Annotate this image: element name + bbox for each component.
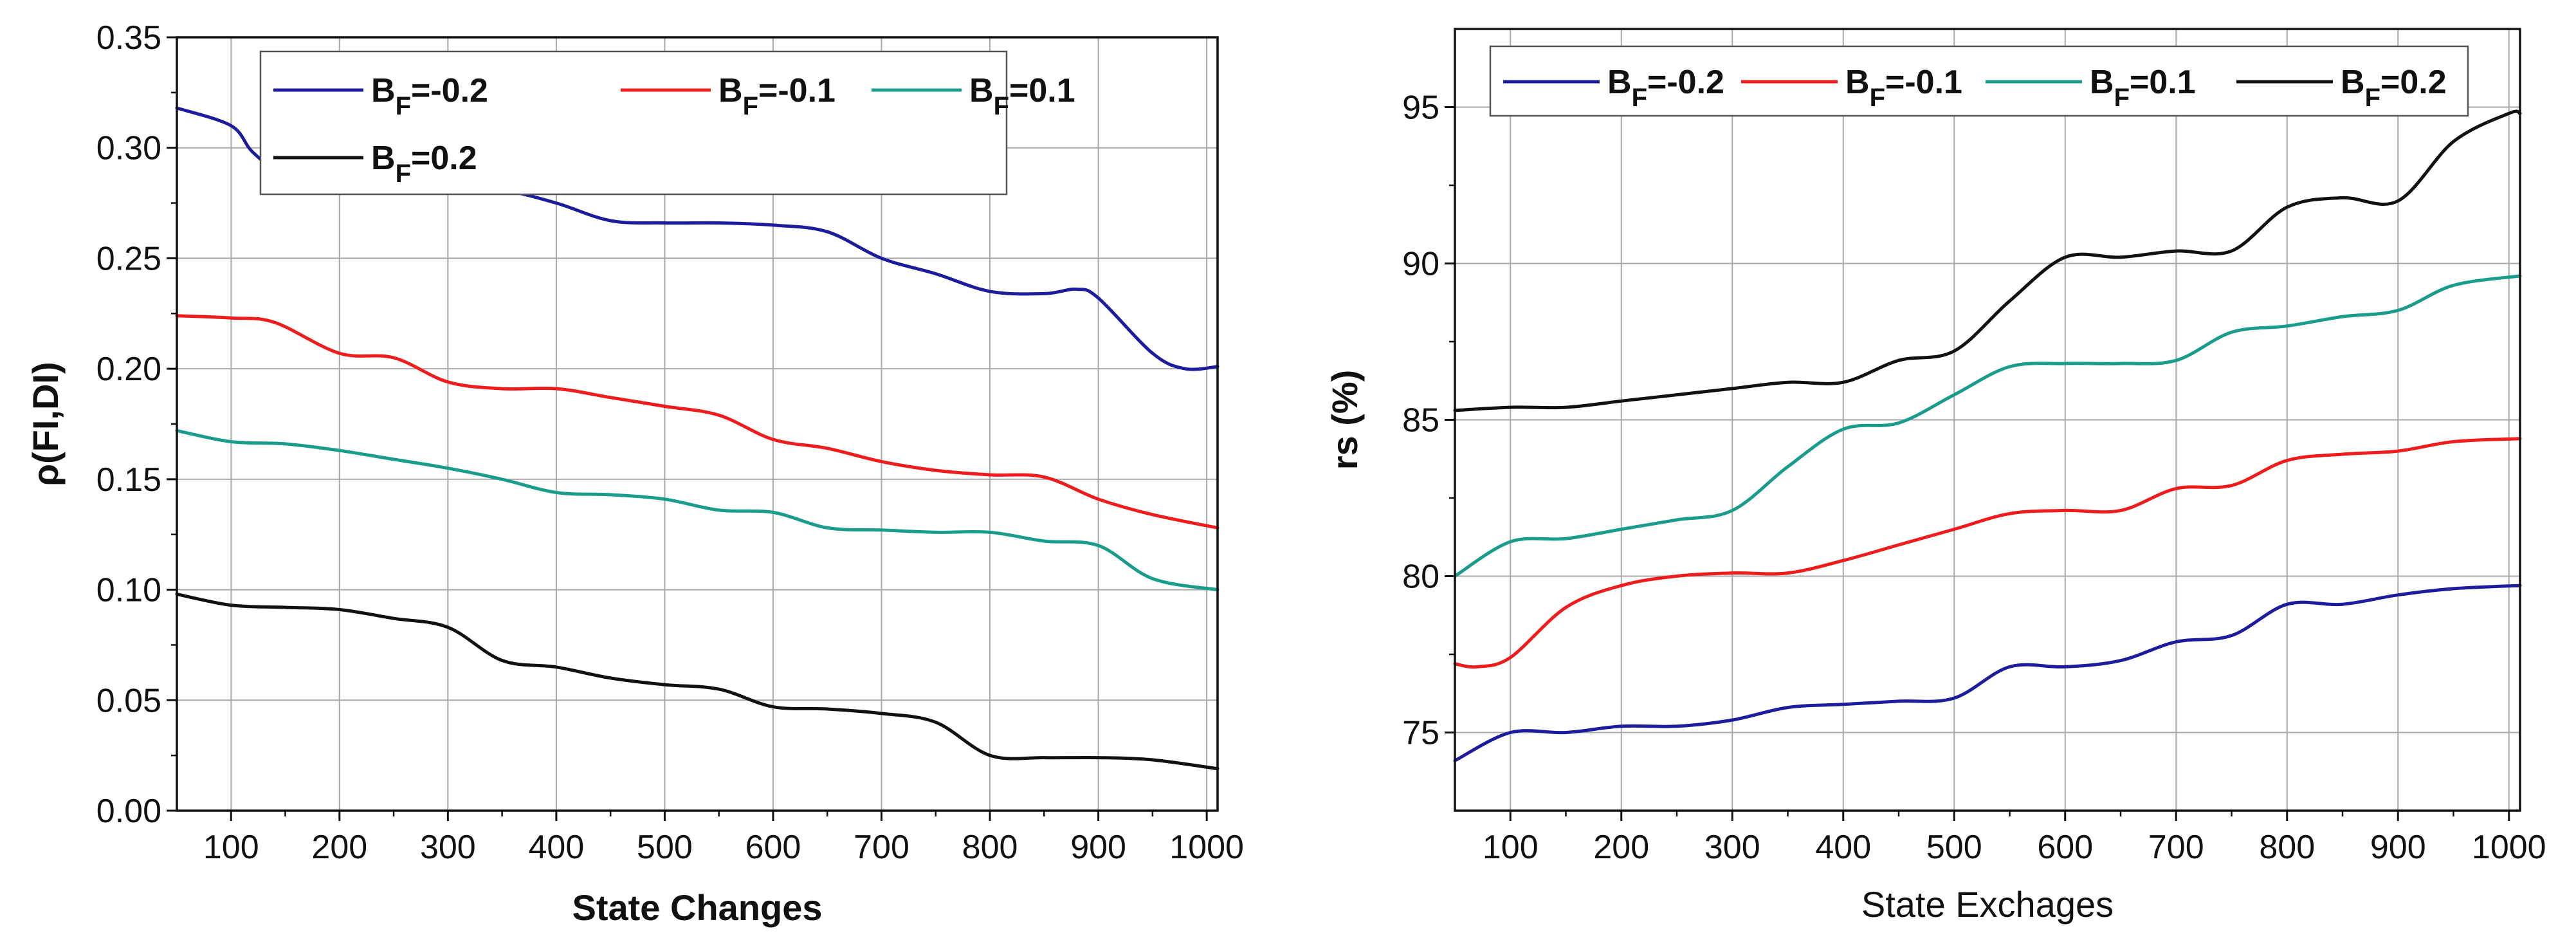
- y-tick-label: 95: [1402, 89, 1439, 127]
- y-ticks: 0.00 0.05 0.10 0.15 0.20 0.25 0.30 0.35: [96, 19, 177, 830]
- legend-item: BF=-0.2: [1503, 64, 1724, 112]
- legend-label: BF=-0.2: [1607, 64, 1724, 112]
- y-tick-label: 75: [1402, 715, 1439, 752]
- x-tick-label: 800: [962, 829, 1018, 866]
- y-axis-label: rs (%): [1324, 370, 1365, 470]
- legend-label: BF=0.1: [969, 72, 1075, 120]
- x-ticks: 100 200 300 400 500 600 700 800 900 1000: [1483, 811, 2546, 866]
- y-tick-label: 80: [1402, 558, 1439, 596]
- plot-frame: [1454, 28, 2521, 812]
- series-line-2: [175, 428, 1219, 592]
- legend-label: BF=-0.1: [1845, 64, 1962, 112]
- legend-box: [259, 50, 1008, 196]
- y-tick-label: 0.20: [96, 351, 161, 388]
- x-tick-label: 600: [2037, 829, 2093, 866]
- x-tick-label: 300: [1704, 829, 1760, 866]
- x-ticks: 100 200 300 400 500 600 700 800 900 1000: [203, 811, 1244, 866]
- legend-item: BF=0.2: [2236, 64, 2447, 112]
- x-tick-label: 900: [1070, 829, 1126, 866]
- legend-item: BF=0.2: [273, 140, 477, 188]
- legend-item: BF=-0.1: [621, 72, 836, 120]
- series-line-0: [1453, 584, 2522, 762]
- y-tick-label: 0.05: [96, 682, 161, 719]
- x-tick-label: 800: [2259, 829, 2315, 866]
- x-tick-label: 1000: [2472, 829, 2546, 866]
- y-tick-label: 85: [1402, 402, 1439, 439]
- x-tick-label: 200: [311, 829, 367, 866]
- y-tick-label: 0.00: [96, 793, 161, 830]
- legend-label: BF=0.1: [2090, 64, 2196, 112]
- y-axis-label: ρ(FI,DI): [25, 362, 66, 486]
- y-tick-label: 90: [1402, 246, 1439, 283]
- y-tick-label: 0.25: [96, 240, 161, 277]
- series-line-3: [1453, 109, 2522, 412]
- legend-label: BF=0.2: [2341, 64, 2447, 112]
- x-tick-label: 700: [854, 829, 909, 866]
- legend-label: BF=-0.2: [371, 72, 488, 120]
- right-chart: 100 200 300 400 500 600 700 800 900 1000 75 80 85 90 9…: [1324, 28, 2546, 925]
- legend-item: BF=-0.1: [1741, 64, 1962, 112]
- series-line-1: [175, 314, 1219, 530]
- x-tick-label: 300: [420, 829, 476, 866]
- x-tick-label: 400: [529, 829, 585, 866]
- y-ticks: 75 80 85 90 95: [1402, 89, 1455, 752]
- x-tick-label: 400: [1815, 829, 1871, 866]
- y-tick-label: 0.10: [96, 572, 161, 609]
- gridlines: [1455, 29, 2520, 811]
- plot-frame: [176, 36, 1219, 812]
- x-tick-label: 500: [1926, 829, 1982, 866]
- x-axis-label: State Changes: [572, 887, 823, 928]
- x-tick-label: 100: [1483, 829, 1539, 866]
- series-line-2: [1453, 274, 2522, 578]
- series-line-3: [175, 592, 1219, 771]
- series-line-1: [1453, 437, 2522, 669]
- x-tick-label: 700: [2148, 829, 2204, 866]
- x-tick-label: 1000: [1169, 829, 1244, 866]
- x-tick-label: 900: [2370, 829, 2426, 866]
- legend: BF=-0.2 BF=-0.1 BF=0.1 BF=0.2: [1489, 45, 2469, 117]
- legend-item: BF=0.1: [872, 72, 1075, 120]
- y-tick-label: 0.35: [96, 19, 161, 57]
- legend-label: BF=-0.1: [718, 72, 836, 120]
- legend-label: BF=0.2: [371, 140, 477, 188]
- legend-item: BF=-0.2: [273, 72, 488, 120]
- legend-item: BF=0.1: [1986, 64, 2196, 112]
- x-tick-label: 200: [1593, 829, 1649, 866]
- x-tick-label: 600: [745, 829, 801, 866]
- left-chart: 100 200 300 400 500 600 700 800 900 10000.000.050…: [25, 19, 1244, 928]
- x-axis-label: State Exchages: [1861, 884, 2114, 925]
- x-tick-label: 500: [637, 829, 693, 866]
- y-tick-label: 0.15: [96, 461, 161, 499]
- x-tick-label: 100: [203, 829, 259, 866]
- legend: BF=-0.2 BF=-0.1 BF=0.1 BF=0.2: [259, 50, 1075, 196]
- y-tick-label: 0.30: [96, 130, 161, 167]
- series-lines: [1453, 109, 2522, 762]
